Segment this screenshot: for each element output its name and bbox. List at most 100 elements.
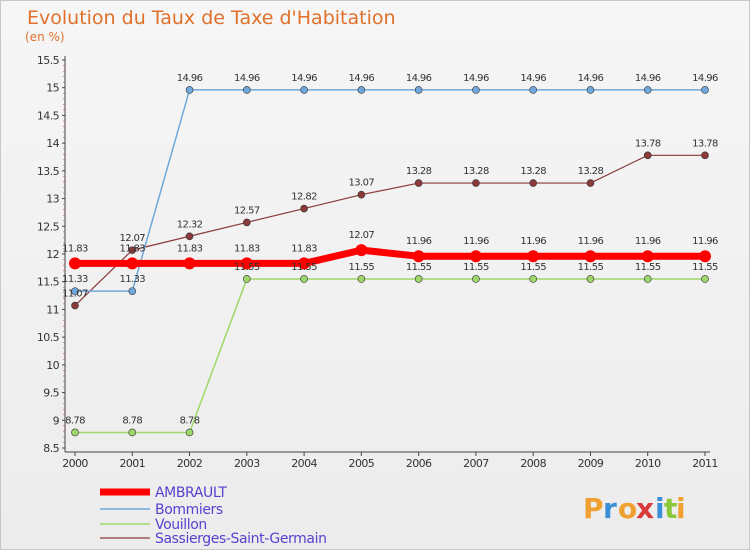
series-bommiers <box>71 86 709 295</box>
data-label: 8.78 <box>65 415 85 426</box>
data-label: 14.96 <box>406 73 432 84</box>
legend-label: Sassierges-Saint-Germain <box>155 531 327 547</box>
data-label: 11.96 <box>406 236 432 247</box>
data-point <box>185 232 194 241</box>
series-line <box>75 89 705 292</box>
data-label: 11.55 <box>406 262 432 273</box>
legend-label: Bommiers <box>155 502 223 518</box>
data-label: 12.82 <box>291 192 317 203</box>
data-point <box>586 179 595 187</box>
data-point <box>469 250 482 263</box>
data-point <box>414 86 423 94</box>
data-label: 11.83 <box>291 243 317 254</box>
data-label: 11.55 <box>349 262 375 273</box>
series-sassierges-saint-germain <box>71 151 709 310</box>
data-point <box>699 250 711 263</box>
data-point <box>586 275 595 283</box>
series-line <box>75 246 705 267</box>
data-label: 11.83 <box>234 243 260 254</box>
x-tick-label: 2008 <box>520 457 546 470</box>
series-layer <box>69 86 711 437</box>
data-point <box>472 179 480 187</box>
data-label: 12.07 <box>349 230 375 241</box>
y-tick-label: 12.5 <box>37 220 60 233</box>
data-point <box>357 190 366 199</box>
data-point <box>529 275 537 283</box>
y-tick-label: 14 <box>46 137 59 150</box>
data-label: 12.07 <box>119 233 145 244</box>
data-point <box>641 250 654 263</box>
axes: 8.5 9 9.5 10 10.5 11 11.5 12 12.5 13 13.5 14 14.5 15 1… <box>37 54 718 470</box>
data-label: 11.96 <box>692 236 718 247</box>
y-tick-label: 9.5 <box>43 387 59 400</box>
data-label: 14.96 <box>463 73 489 84</box>
data-point <box>357 275 366 283</box>
legend: AMBRAULTBommiersVouillonSassierges-Saint… <box>100 485 327 547</box>
series-ambrault <box>69 244 711 270</box>
data-label: 14.96 <box>349 73 375 84</box>
data-point <box>300 204 308 213</box>
series-vouillon <box>71 275 709 437</box>
data-point <box>527 250 540 263</box>
data-label: 11.33 <box>62 274 88 285</box>
legend-label: AMBRAULT <box>155 485 227 501</box>
y-tick-label: 10 <box>46 359 59 372</box>
data-label: 11.83 <box>119 243 145 254</box>
logo-letter: t <box>664 492 677 525</box>
data-label: 14.96 <box>578 73 604 84</box>
data-label: 11.07 <box>62 289 88 300</box>
data-label: 8.78 <box>180 415 200 426</box>
data-point <box>584 250 597 263</box>
data-label: 11.33 <box>119 274 145 285</box>
data-point <box>185 86 194 94</box>
data-label: 13.28 <box>520 166 546 177</box>
data-label: 13.28 <box>578 166 604 177</box>
data-label: 11.55 <box>463 262 489 273</box>
chart-title: Evolution du Taux de Taxe d'Habitation <box>27 7 396 29</box>
legend-label: Vouillon <box>155 517 207 533</box>
data-point <box>71 428 79 437</box>
x-tick-label: 2003 <box>234 457 260 470</box>
data-label: 11.55 <box>635 262 661 273</box>
x-tick-label: 2000 <box>62 457 88 470</box>
y-tick-label: 14.5 <box>37 109 60 122</box>
data-point <box>643 86 652 94</box>
data-point <box>183 257 196 270</box>
x-tick-label: 2011 <box>692 457 718 470</box>
data-point <box>128 428 137 437</box>
data-point <box>357 86 366 94</box>
data-label: 14.96 <box>291 73 317 84</box>
data-point <box>300 86 308 94</box>
data-point <box>412 250 425 263</box>
y-tick-label: 9 <box>53 414 60 427</box>
data-point <box>701 275 709 283</box>
data-point <box>298 257 311 270</box>
y-tick-label: 15.5 <box>37 54 60 67</box>
logo-letter: r <box>603 492 617 525</box>
y-tick-label: 8.5 <box>43 442 59 455</box>
data-label: 14.96 <box>177 73 203 84</box>
y-tick-label: 15 <box>46 82 59 95</box>
data-label: 13.07 <box>349 178 375 189</box>
data-point <box>472 86 480 94</box>
data-label: 11.55 <box>234 262 260 273</box>
x-tick-label: 2009 <box>578 457 604 470</box>
x-tick-label: 2007 <box>463 457 489 470</box>
data-label: 13.28 <box>406 166 432 177</box>
data-label: 11.96 <box>463 236 489 247</box>
data-point <box>355 244 368 257</box>
x-tick-label: 2004 <box>291 457 317 470</box>
data-point <box>240 257 253 270</box>
data-label: 12.57 <box>234 205 260 216</box>
data-label: 8.78 <box>122 415 142 426</box>
data-point <box>69 257 81 270</box>
data-label: 11.96 <box>578 236 604 247</box>
data-label: 12.32 <box>177 219 203 230</box>
data-point <box>472 275 480 283</box>
y-tick-label: 11.5 <box>37 276 60 289</box>
data-point <box>529 86 537 94</box>
x-tick-label: 2010 <box>635 457 661 470</box>
